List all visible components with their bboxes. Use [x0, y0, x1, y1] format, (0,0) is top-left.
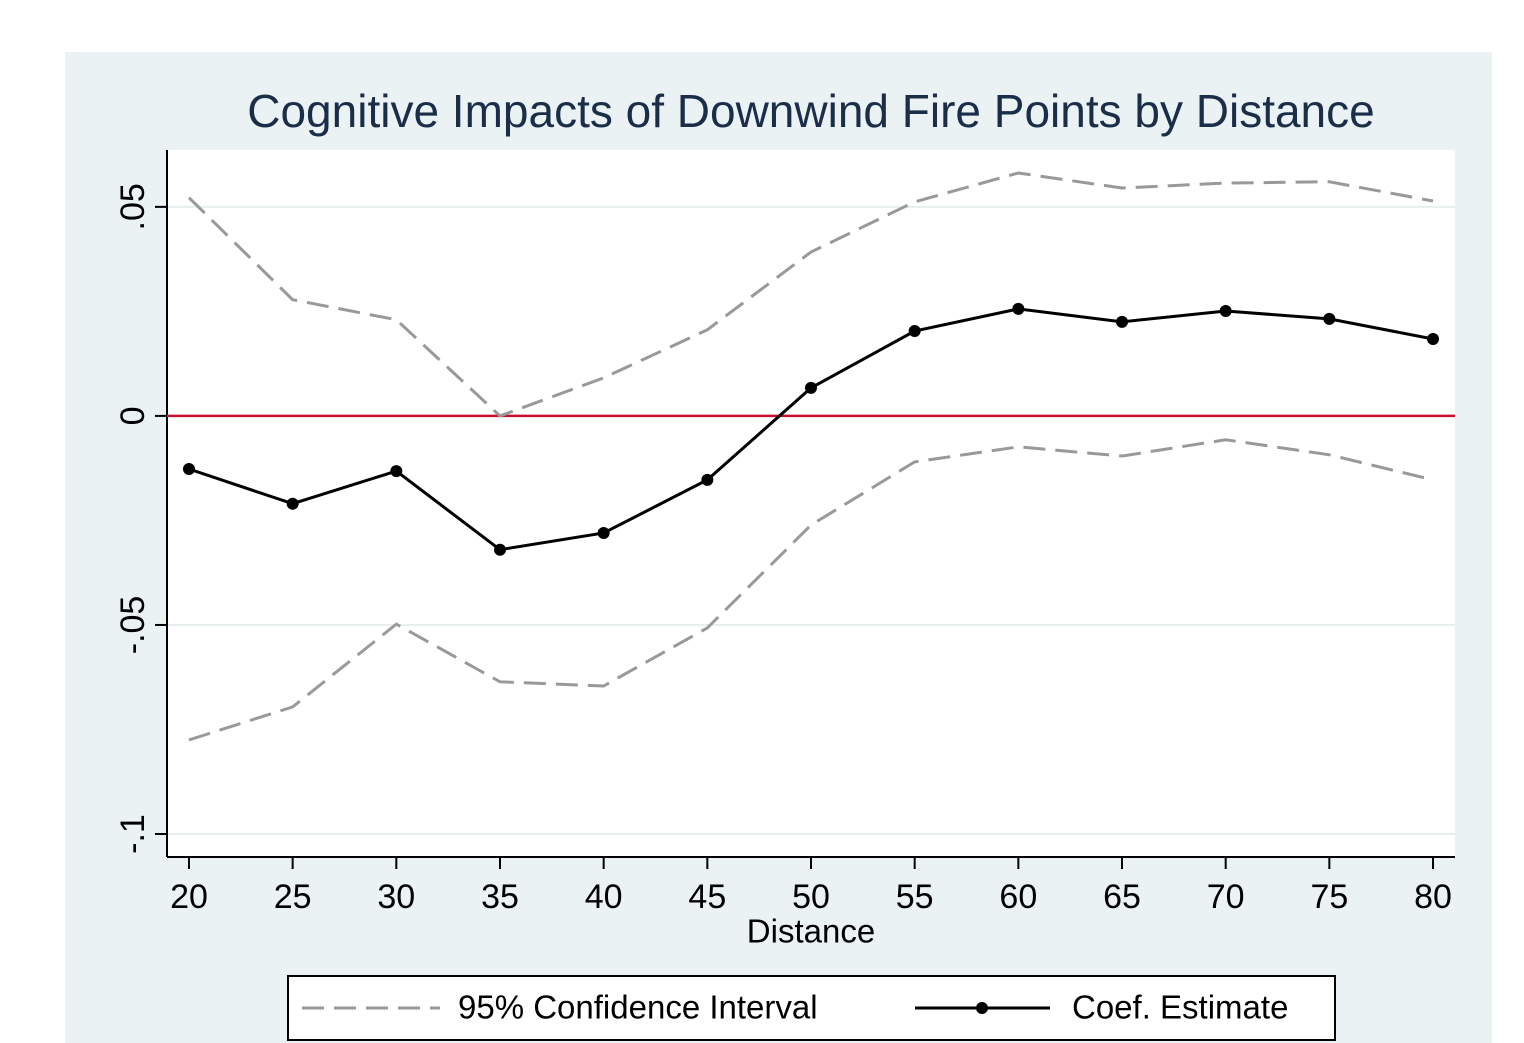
chart-title: Cognitive Impacts of Downwind Fire Point…	[247, 85, 1374, 137]
coef-marker	[597, 526, 610, 539]
ci-lower-line	[188, 438, 1434, 742]
coef-marker	[1012, 302, 1025, 315]
y-tick-label: -.05	[114, 596, 152, 655]
coef-marker	[182, 463, 195, 476]
coef-marker	[805, 381, 817, 394]
x-tick-label: 45	[688, 878, 726, 916]
coef-marker	[908, 325, 921, 338]
x-tick-label: 20	[170, 878, 208, 916]
x-tick-label: 40	[585, 878, 623, 916]
coef-marker	[1219, 304, 1232, 317]
x-tick-label: 80	[1414, 878, 1452, 916]
x-tick-label: 70	[1207, 878, 1245, 916]
coef-marker	[1116, 315, 1129, 328]
plot-area	[167, 150, 1455, 857]
x-axis-label: Distance	[747, 913, 875, 950]
y-tick-label: -.1	[114, 814, 152, 854]
ci-upper-line	[187, 171, 1434, 418]
legend-label: Coef. Estimate	[1072, 989, 1288, 1026]
x-tick-label: 60	[999, 878, 1037, 916]
x-tick-label: 30	[377, 878, 415, 916]
coef-marker	[493, 543, 506, 556]
y-tick-label: 0	[114, 406, 152, 425]
coef-marker	[286, 497, 299, 510]
coef-marker	[701, 473, 714, 486]
y-tick-label: .05	[114, 183, 152, 230]
x-tick-label: 35	[481, 878, 519, 916]
x-tick-label: 75	[1310, 878, 1348, 916]
x-tick-label: 25	[274, 878, 312, 916]
legend-label: 95% Confidence Interval	[458, 989, 818, 1026]
x-tick-label: 65	[1103, 878, 1141, 916]
coef-marker	[1427, 332, 1440, 345]
coef-marker	[1323, 312, 1336, 325]
legend-marker	[976, 1002, 988, 1014]
x-tick-label: 55	[896, 878, 934, 916]
legend-box	[287, 975, 1336, 1041]
coef-marker	[390, 465, 403, 478]
x-tick-label: 50	[792, 878, 830, 916]
